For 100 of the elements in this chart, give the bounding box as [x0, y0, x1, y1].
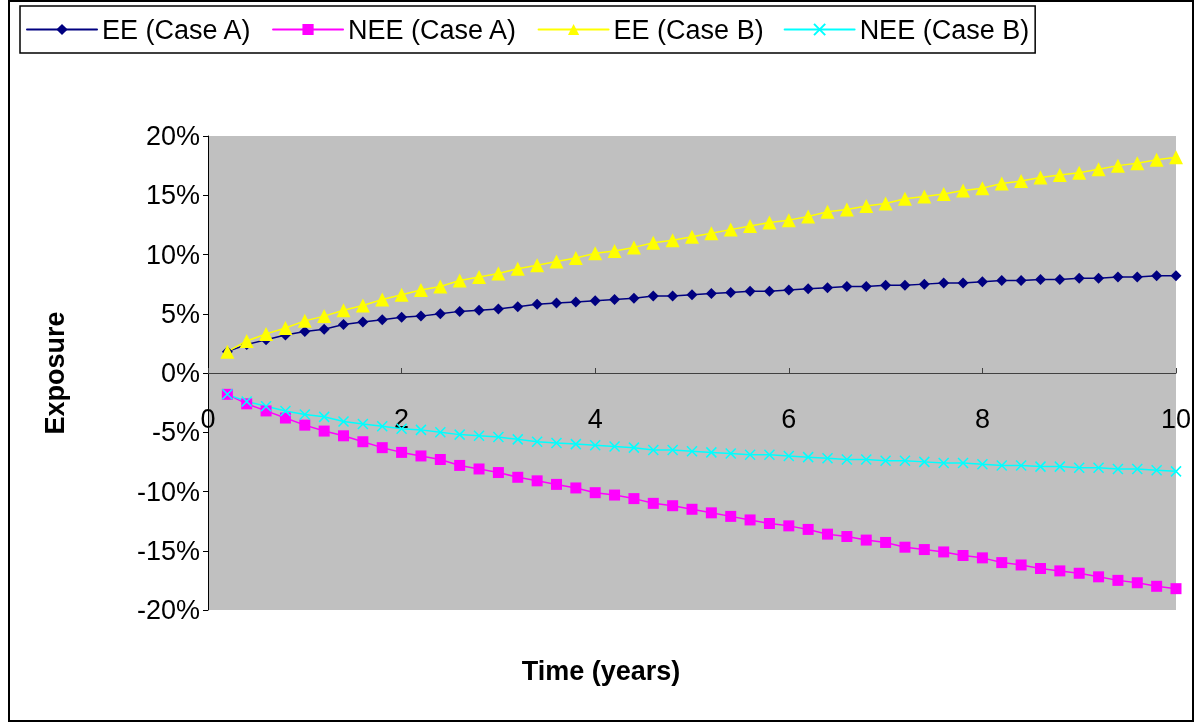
point [723, 222, 738, 237]
point [434, 454, 446, 466]
point [917, 189, 932, 204]
legend-label: EE (Case B) [613, 14, 764, 45]
point [512, 471, 524, 483]
point [1015, 459, 1027, 472]
point [1112, 463, 1124, 475]
y-tick-label: 0% [160, 358, 200, 388]
point [278, 320, 293, 335]
y-tick-label: 10% [145, 239, 200, 270]
y-tick-label: 20% [145, 121, 200, 151]
point [396, 446, 408, 458]
point [549, 254, 564, 269]
point [570, 296, 582, 308]
point [1033, 170, 1048, 185]
point [976, 458, 989, 470]
point [1170, 270, 1182, 282]
point [996, 275, 1008, 287]
point [510, 261, 525, 276]
point [492, 467, 504, 479]
legend-label: NEE (Case A) [348, 14, 517, 45]
point [626, 240, 641, 255]
point [1034, 563, 1046, 575]
point [259, 326, 274, 341]
point [1015, 559, 1027, 571]
point [433, 279, 448, 294]
point [376, 314, 388, 326]
point [1073, 462, 1085, 474]
point [1170, 583, 1182, 595]
point [1015, 275, 1027, 287]
point [1110, 158, 1125, 173]
point [609, 294, 621, 306]
point [318, 411, 330, 423]
point [1054, 460, 1066, 473]
point [667, 500, 679, 512]
point [473, 463, 485, 475]
point [744, 449, 756, 461]
point [763, 449, 776, 461]
point [705, 446, 718, 459]
point [589, 439, 601, 452]
point [415, 424, 427, 436]
point [1131, 271, 1143, 283]
point [994, 176, 1009, 191]
point [357, 418, 369, 430]
point [1091, 162, 1106, 177]
point [355, 298, 370, 313]
point [781, 213, 796, 228]
point [1112, 574, 1124, 586]
point [686, 445, 698, 457]
point [317, 309, 332, 324]
point [531, 435, 543, 448]
point [512, 301, 524, 313]
point [686, 289, 698, 301]
point [588, 246, 603, 261]
point [762, 215, 777, 230]
point [472, 270, 487, 285]
point [1131, 577, 1143, 589]
point [531, 298, 543, 310]
y-tick-label: -10% [136, 476, 200, 507]
point [1170, 465, 1182, 478]
legend-label: EE (Case A) [102, 14, 251, 45]
point [1054, 565, 1066, 577]
point [434, 308, 446, 320]
point [299, 326, 311, 338]
point [550, 478, 562, 490]
point [841, 280, 853, 292]
point [589, 487, 601, 499]
point [801, 209, 816, 224]
point [1151, 580, 1163, 592]
point [396, 311, 408, 323]
point [492, 431, 505, 443]
point [647, 290, 659, 302]
point [338, 430, 350, 442]
point [454, 305, 466, 317]
point [413, 283, 428, 298]
point [568, 251, 583, 266]
point [1034, 460, 1047, 473]
x-axis-title: Time (years) [521, 655, 681, 686]
point [297, 313, 312, 328]
point [1169, 150, 1183, 165]
point [957, 457, 969, 469]
point [744, 285, 756, 297]
point [550, 297, 562, 309]
y-tick-label: 5% [160, 298, 200, 329]
point [1150, 464, 1163, 476]
y-axis-title: Exposure [39, 311, 70, 435]
point [318, 425, 330, 437]
point [976, 552, 988, 564]
y-tick-label: -20% [136, 595, 200, 625]
point [647, 444, 660, 456]
point [1073, 272, 1085, 284]
point [841, 531, 853, 543]
point [491, 266, 506, 281]
point [531, 475, 543, 487]
point [879, 454, 892, 467]
point [357, 316, 369, 328]
point [1072, 165, 1087, 180]
point [667, 290, 679, 302]
point [743, 219, 758, 234]
x-tick-label: 8 [974, 403, 990, 434]
